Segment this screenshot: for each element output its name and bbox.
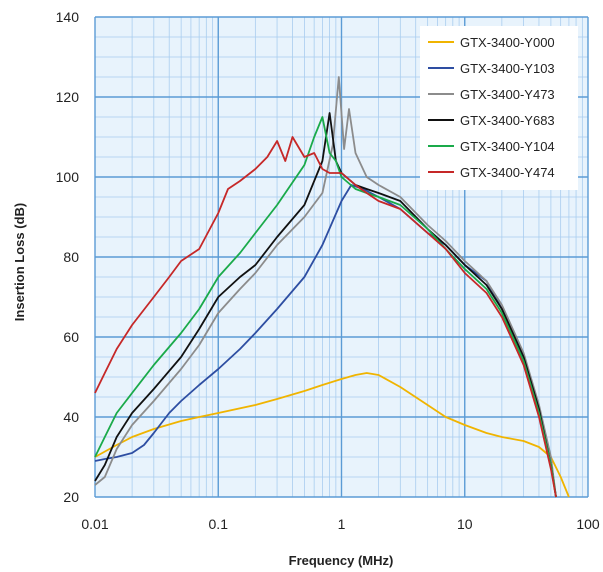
legend-box: [420, 26, 578, 190]
y-tick-label: 140: [56, 9, 80, 25]
y-axis-title: Insertion Loss (dB): [12, 203, 27, 321]
x-tick-label: 1: [338, 516, 346, 532]
y-tick-label: 80: [63, 249, 79, 265]
legend-label: GTX-3400-Y683: [460, 113, 555, 128]
y-tick-label: 100: [56, 169, 80, 185]
legend-label: GTX-3400-Y473: [460, 87, 555, 102]
x-tick-label: 0.01: [81, 516, 108, 532]
series-lines: [94, 76, 570, 498]
legend-label: GTX-3400-Y103: [460, 61, 555, 76]
x-tick-label: 10: [457, 516, 473, 532]
legend-label: GTX-3400-Y104: [460, 139, 555, 154]
y-tick-label: 40: [63, 409, 79, 425]
series-line-5: [94, 116, 557, 498]
legend: GTX-3400-Y000 GTX-3400-Y103 GTX-3400-Y473 G…: [420, 26, 578, 190]
series-line-3: [94, 76, 557, 498]
x-tick-label: 100: [576, 516, 600, 532]
x-axis-title: Frequency (MHz): [289, 553, 394, 568]
y-tick-label: 120: [56, 89, 80, 105]
legend-label: GTX-3400-Y000: [460, 35, 555, 50]
legend-label: GTX-3400-Y474: [460, 165, 555, 180]
series-line-1: [94, 372, 570, 498]
series-line-6: [94, 136, 557, 498]
x-tick-labels: 0.01 0.1 1 10 100: [81, 516, 600, 532]
y-tick-label: 20: [63, 489, 79, 505]
y-tick-labels: 20 40 60 80 100 120 140: [56, 9, 80, 505]
series-line-4: [94, 112, 557, 498]
x-tick-label: 0.1: [209, 516, 229, 532]
y-tick-label: 60: [63, 329, 79, 345]
